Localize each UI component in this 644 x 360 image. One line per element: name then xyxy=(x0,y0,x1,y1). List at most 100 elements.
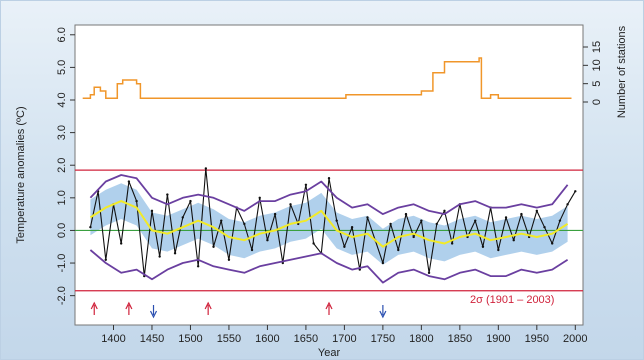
y-tick-label-right-1: 5 xyxy=(591,81,603,87)
y-tick-label-left-8: 6.0 xyxy=(56,27,68,42)
x-tick-label-8: 1800 xyxy=(409,333,433,345)
series-point-23 xyxy=(266,239,269,242)
series-point-62 xyxy=(566,203,569,206)
y-tick-label-left-5: 3.0 xyxy=(56,125,68,140)
series-point-55 xyxy=(512,239,515,242)
series-point-0 xyxy=(89,225,92,229)
series-point-25 xyxy=(281,261,285,265)
series-point-18 xyxy=(227,258,231,261)
series-point-29 xyxy=(312,242,315,245)
series-point-42 xyxy=(412,235,415,239)
series-point-33 xyxy=(343,245,346,248)
marker-head xyxy=(379,310,387,319)
series-line-1 xyxy=(89,200,569,248)
series-point-47 xyxy=(450,242,454,245)
series-point-46 xyxy=(443,209,446,213)
marker-head xyxy=(325,301,333,310)
axes: 1400 1450 1500 1550 1600 1650 1700 1750 1800 1850… xyxy=(56,27,603,345)
series-point-53 xyxy=(497,248,500,252)
series-line-3 xyxy=(89,249,569,284)
y-tick-label-right-0: 0 xyxy=(591,99,603,105)
y-tick-label-right-2: 10 xyxy=(591,59,603,71)
x-tick-label-11: 1950 xyxy=(525,333,549,345)
y-axis-right-title: Number of stations xyxy=(616,25,628,118)
series-point-14 xyxy=(196,265,200,268)
marker-head xyxy=(149,310,158,319)
series-point-43 xyxy=(420,219,423,222)
series-point-31 xyxy=(327,177,331,180)
series-point-38 xyxy=(381,261,385,265)
stations-series xyxy=(82,57,572,100)
y-tick-label-left-2: 0.0 xyxy=(56,223,68,238)
event-markers xyxy=(90,301,387,319)
series-point-34 xyxy=(350,225,354,229)
series-line-2 xyxy=(89,174,569,215)
x-tick-label-7: 1750 xyxy=(371,333,395,345)
x-tick-label-0: 1400 xyxy=(101,333,125,345)
series-point-15 xyxy=(204,167,208,170)
marker-arrow-0 xyxy=(90,301,98,315)
series-point-54 xyxy=(504,216,508,219)
y-tick-label-left-0: -2.0 xyxy=(56,286,68,305)
y-tick-label-left-3: 1.0 xyxy=(56,190,68,205)
x-tick-label-10: 1900 xyxy=(486,333,510,345)
y-axis-left-title: Temperature anomalies (ºC) xyxy=(15,106,27,243)
x-tick-label-6: 1700 xyxy=(332,333,356,345)
series-point-40 xyxy=(397,248,400,252)
marker-arrow-3 xyxy=(204,301,212,315)
series-point-17 xyxy=(220,219,223,222)
y-tick-label-right-3: 15 xyxy=(591,41,603,53)
series-point-6 xyxy=(135,199,138,203)
series-point-58 xyxy=(535,209,539,213)
series-line-0 xyxy=(89,167,576,277)
series-point-22 xyxy=(258,196,261,200)
series-point-2 xyxy=(104,258,107,261)
y-tick-label-left-4: 2.0 xyxy=(56,158,68,173)
sigma-annotation: 2σ (1901 – 2003) xyxy=(470,294,554,306)
marker-arrow-5 xyxy=(379,305,387,319)
y-tick-label-left-6: 4.0 xyxy=(56,92,68,107)
x-tick-label-9: 1850 xyxy=(448,333,472,345)
uncertainty-band-area xyxy=(90,183,568,265)
series-point-59 xyxy=(543,225,546,229)
plot-background xyxy=(74,24,584,326)
series-point-50 xyxy=(474,219,477,222)
x-tick-label-2: 1500 xyxy=(178,333,202,345)
series-point-44 xyxy=(427,271,431,275)
y-tick-label-left-1: -1.0 xyxy=(56,254,68,273)
series-point-26 xyxy=(289,203,292,206)
series-point-9 xyxy=(158,255,161,258)
x-tick-label-3: 1550 xyxy=(217,333,241,345)
x-tick-label-12: 2000 xyxy=(563,333,587,345)
series-point-21 xyxy=(250,248,254,252)
uncertainty-band xyxy=(90,183,568,265)
series-point-12 xyxy=(181,216,184,219)
x-tick-label-4: 1600 xyxy=(255,333,279,345)
series-point-41 xyxy=(404,212,408,216)
x-tick-label-5: 1650 xyxy=(294,333,318,345)
series-point-24 xyxy=(273,212,277,216)
series-point-10 xyxy=(166,193,169,196)
series-point-11 xyxy=(173,252,177,255)
marker-head xyxy=(125,301,133,310)
x-tick-label-1: 1450 xyxy=(140,333,164,345)
series-point-32 xyxy=(335,219,338,222)
series-point-51 xyxy=(481,245,485,248)
series-point-28 xyxy=(304,183,308,186)
series-point-61 xyxy=(558,219,562,222)
series-point-20 xyxy=(243,222,246,226)
series-point-60 xyxy=(551,242,554,245)
data-series xyxy=(89,167,577,284)
series-point-39 xyxy=(389,222,392,226)
marker-arrow-1 xyxy=(125,301,133,315)
series-point-16 xyxy=(212,245,215,248)
series-point-56 xyxy=(520,212,523,216)
series-point-13 xyxy=(189,199,192,203)
series-point-4 xyxy=(119,242,123,245)
marker-arrow-4 xyxy=(325,301,333,315)
series-point-45 xyxy=(435,222,438,226)
series-point-63 xyxy=(574,190,577,193)
series-point-36 xyxy=(366,216,369,219)
marker-arrow-2 xyxy=(149,305,158,319)
